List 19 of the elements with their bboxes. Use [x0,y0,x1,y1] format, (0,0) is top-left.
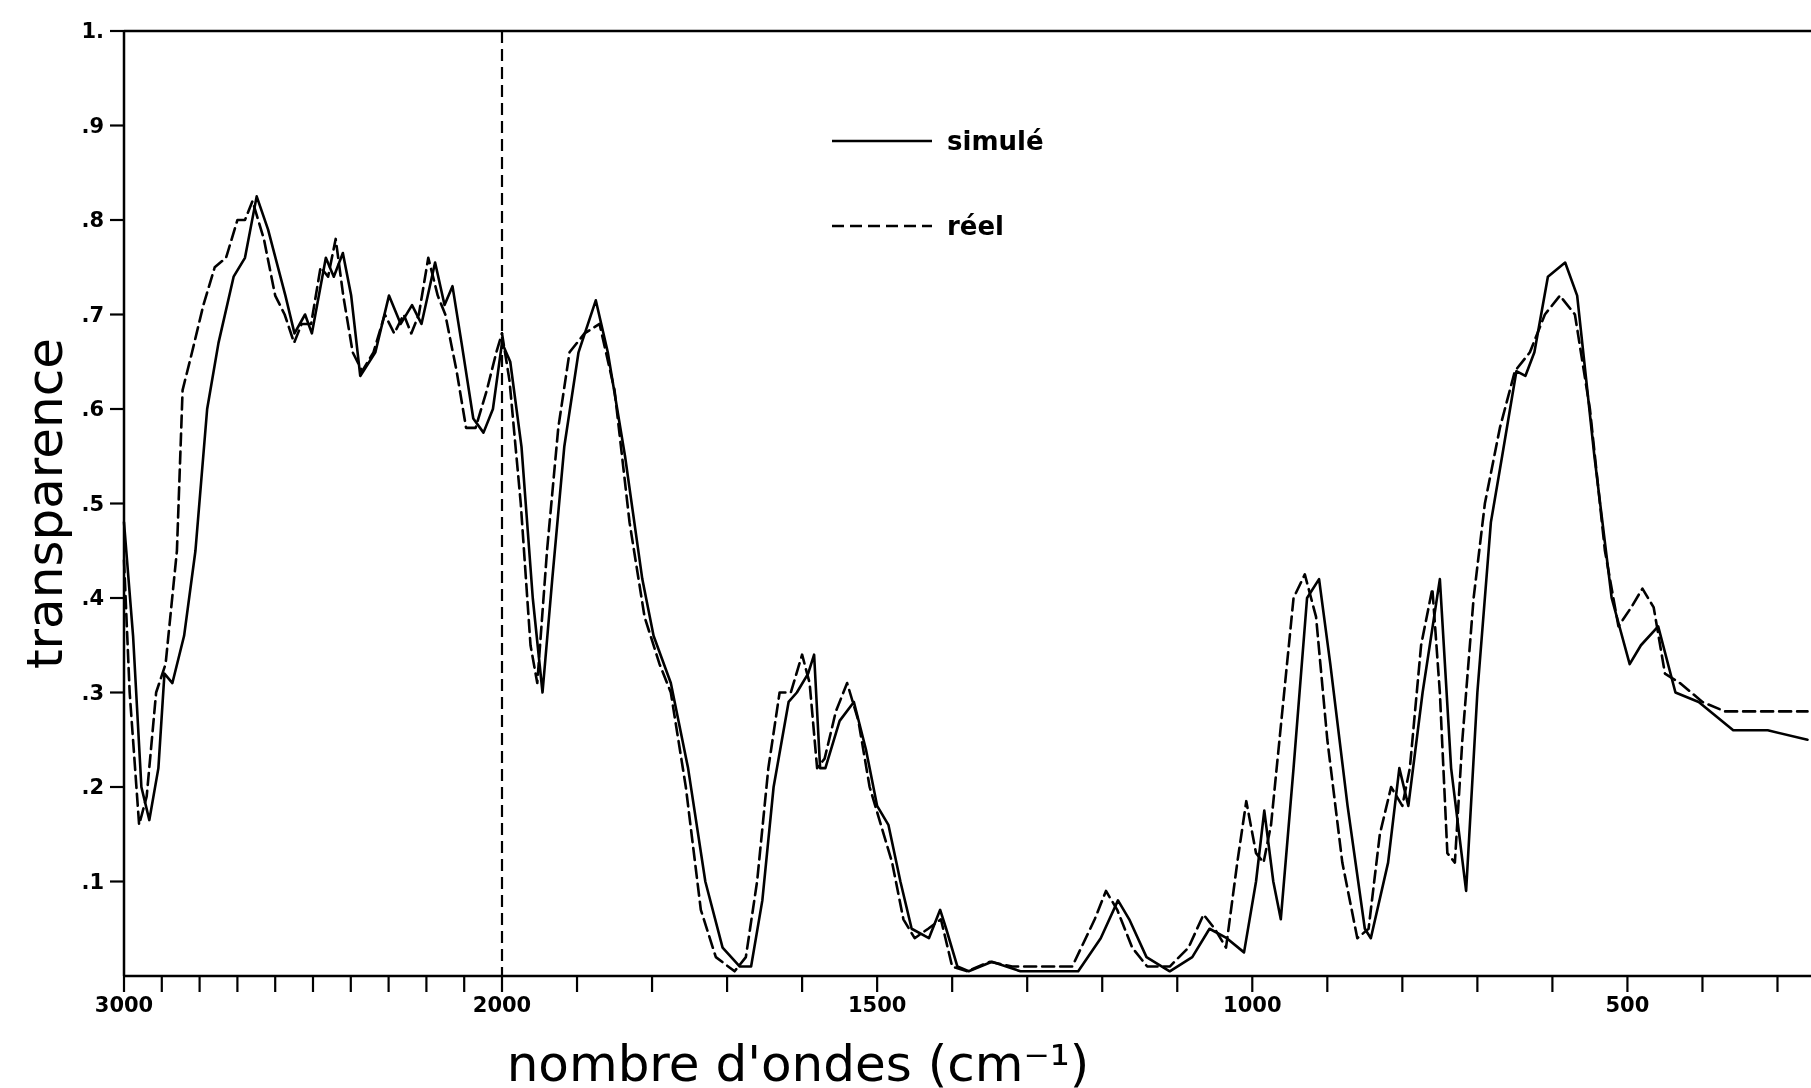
y-tick-label: .5 [81,491,104,516]
x-tick-label: 1500 [847,993,907,1017]
y-tick-label: .4 [81,586,104,610]
x-tick-label: 3000 [94,993,154,1017]
y-tick-label: .1 [81,869,104,894]
x-tick-label: 500 [1605,993,1650,1017]
y-tick-label: .9 [81,113,104,138]
legend-label: réel [947,211,1005,241]
x-tick-label: 1000 [1223,993,1282,1017]
x-tick-label: 2000 [472,993,532,1017]
y-tick-label: .3 [81,680,104,705]
x-axis-title: nombre d'ondes (cm⁻¹) [506,1035,1090,1088]
legend-label: simulé [947,126,1044,156]
y-tick-label: .2 [81,775,104,799]
y-axis-title: transparence [16,337,74,670]
y-tick-label: 1. [81,19,104,43]
y-tick-label: .6 [81,397,104,421]
y-tick-label: .8 [81,208,104,232]
y-tick-label: .7 [81,302,104,327]
